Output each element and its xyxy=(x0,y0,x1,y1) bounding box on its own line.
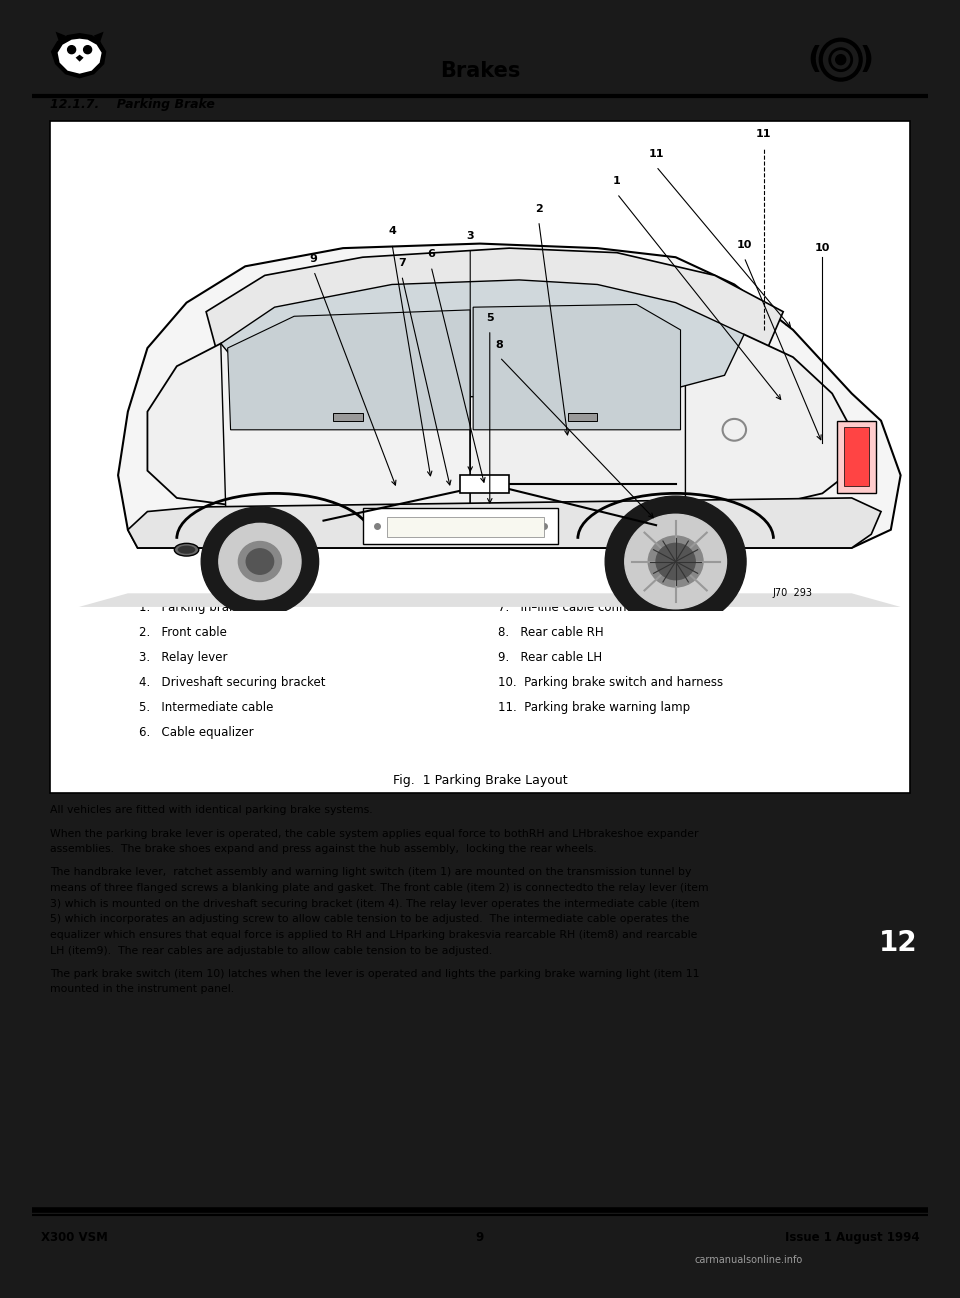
Circle shape xyxy=(625,514,727,609)
Ellipse shape xyxy=(178,545,195,554)
Text: 9: 9 xyxy=(310,253,318,263)
Polygon shape xyxy=(118,244,900,548)
Text: 11: 11 xyxy=(648,149,663,160)
Text: The park brake switch (item 10) latches when the lever is operated and lights th: The park brake switch (item 10) latches … xyxy=(50,968,699,979)
Text: 10: 10 xyxy=(815,243,830,253)
Circle shape xyxy=(605,496,746,627)
Polygon shape xyxy=(79,593,900,607)
Polygon shape xyxy=(221,280,744,398)
Circle shape xyxy=(238,541,281,582)
Text: 2: 2 xyxy=(535,204,542,214)
Bar xyxy=(387,517,543,537)
Text: equalizer which ensures that equal force is applied to RH and LHparking brakesvi: equalizer which ensures that equal force… xyxy=(50,929,697,940)
Text: 4: 4 xyxy=(388,226,396,236)
Polygon shape xyxy=(473,305,681,430)
Circle shape xyxy=(84,45,91,53)
Text: 4.   Driveshaft securing bracket: 4. Driveshaft securing bracket xyxy=(139,676,325,689)
Bar xyxy=(461,475,510,493)
Circle shape xyxy=(836,55,846,65)
Text: 7: 7 xyxy=(397,258,406,269)
Text: 5: 5 xyxy=(486,313,493,323)
Text: All vehicles are fitted with identical parking brake systems.: All vehicles are fitted with identical p… xyxy=(50,805,372,815)
Text: 6: 6 xyxy=(427,249,435,260)
Bar xyxy=(844,427,870,487)
Text: 10: 10 xyxy=(736,240,752,251)
Text: 3: 3 xyxy=(467,231,474,241)
Text: 1.   Parking brake lever: 1. Parking brake lever xyxy=(139,601,276,614)
Polygon shape xyxy=(148,335,852,508)
Text: 12: 12 xyxy=(879,929,918,957)
Text: 12.1.7.    Parking Brake: 12.1.7. Parking Brake xyxy=(50,99,214,112)
Text: 11: 11 xyxy=(756,129,772,139)
Text: mounted in the instrument panel.: mounted in the instrument panel. xyxy=(50,984,233,994)
Text: 10.  Parking brake switch and harness: 10. Parking brake switch and harness xyxy=(498,676,723,689)
Text: J70  293: J70 293 xyxy=(773,588,812,598)
Polygon shape xyxy=(470,299,685,508)
Text: 11.  Parking brake warning lamp: 11. Parking brake warning lamp xyxy=(498,701,690,714)
Text: 1: 1 xyxy=(613,177,621,187)
Text: means of three flanged screws a blanking plate and gasket. The front cable (item: means of three flanged screws a blanking… xyxy=(50,883,708,893)
Polygon shape xyxy=(128,498,881,548)
Bar xyxy=(568,414,597,421)
Text: 6.   Cable equalizer: 6. Cable equalizer xyxy=(139,726,253,739)
Text: 9.   Rear cable LH: 9. Rear cable LH xyxy=(498,652,602,665)
Polygon shape xyxy=(221,302,470,508)
Text: 5) which incorporates an adjusting screw to allow cable tension to be adjusted. : 5) which incorporates an adjusting screw… xyxy=(50,914,689,924)
Text: Fig.  1 Parking Brake Layout: Fig. 1 Parking Brake Layout xyxy=(393,774,567,787)
Polygon shape xyxy=(206,248,783,402)
Text: 2.   Front cable: 2. Front cable xyxy=(139,626,228,639)
Circle shape xyxy=(648,536,703,587)
Text: (: ( xyxy=(807,45,822,74)
Circle shape xyxy=(67,45,76,53)
Bar xyxy=(363,508,559,544)
Polygon shape xyxy=(76,55,84,62)
Bar xyxy=(50,121,910,793)
Ellipse shape xyxy=(175,544,199,556)
Text: Issue 1 August 1994: Issue 1 August 1994 xyxy=(784,1231,920,1243)
Circle shape xyxy=(656,544,695,580)
Text: 3) which is mounted on the driveshaft securing bracket (item 4). The relay lever: 3) which is mounted on the driveshaft se… xyxy=(50,898,699,909)
Polygon shape xyxy=(52,34,106,78)
Text: 8: 8 xyxy=(495,340,503,350)
Circle shape xyxy=(219,523,301,600)
Circle shape xyxy=(202,508,319,617)
Bar xyxy=(333,414,363,421)
Text: 7.   In–line cable connector: 7. In–line cable connector xyxy=(498,601,657,614)
Text: 3.   Relay lever: 3. Relay lever xyxy=(139,652,228,665)
Text: 8.   Rear cable RH: 8. Rear cable RH xyxy=(498,626,604,639)
Text: The handbrake lever,  ratchet assembly and warning light switch (item 1) are mou: The handbrake lever, ratchet assembly an… xyxy=(50,867,691,877)
Text: carmanualsonline.info: carmanualsonline.info xyxy=(695,1255,804,1264)
Text: 5.   Intermediate cable: 5. Intermediate cable xyxy=(139,701,274,714)
Text: X300 VSM: X300 VSM xyxy=(40,1231,108,1243)
Text: 9: 9 xyxy=(476,1231,484,1243)
Text: LH (item9).  The rear cables are adjustable to allow cable tension to be adjuste: LH (item9). The rear cables are adjustab… xyxy=(50,945,492,955)
Polygon shape xyxy=(228,310,470,430)
Text: ): ) xyxy=(860,45,874,74)
Text: assemblies.  The brake shoes expand and press against the hub assembly,  locking: assemblies. The brake shoes expand and p… xyxy=(50,844,596,854)
Polygon shape xyxy=(56,31,65,44)
Text: When the parking brake lever is operated, the cable system applies equal force t: When the parking brake lever is operated… xyxy=(50,828,698,839)
Text: Brakes: Brakes xyxy=(440,61,520,80)
Polygon shape xyxy=(94,31,104,44)
Polygon shape xyxy=(58,39,102,74)
Bar xyxy=(837,421,876,493)
Circle shape xyxy=(246,549,274,574)
